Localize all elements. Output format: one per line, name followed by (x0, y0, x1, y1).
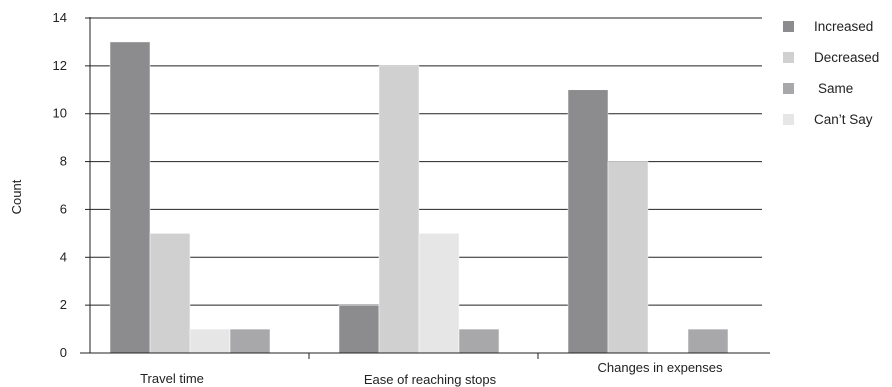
legend-label-2: Same (818, 81, 853, 96)
bar-1-3 (458, 328, 500, 354)
bar-2-3 (687, 328, 729, 354)
legend-swatch-2 (783, 83, 794, 94)
y-axis-label: Count (9, 179, 24, 214)
y-tick-labels: 0 2 4 6 8 10 12 14 (53, 10, 67, 360)
bar-1-2 (418, 233, 460, 354)
y-tick-label-12: 12 (53, 58, 67, 73)
y-tick-label-8: 8 (60, 154, 67, 169)
bar-1-1 (378, 65, 420, 354)
axes (80, 17, 770, 359)
y-tick-label-2: 2 (60, 297, 67, 312)
x-category-label-1: Ease of reaching stops (364, 372, 497, 387)
y-tick-label-6: 6 (60, 201, 67, 216)
legend-label-1: Decreased (814, 50, 879, 65)
bar-1-0 (338, 304, 380, 354)
bar-0-0 (109, 41, 151, 354)
bar-0-1 (149, 233, 191, 354)
x-category-label-0: Travel time (140, 371, 204, 386)
legend-swatch-0 (783, 21, 794, 32)
y-tick-label-10: 10 (53, 106, 67, 121)
y-tick-label-4: 4 (60, 249, 67, 264)
y-tick-label-14: 14 (53, 10, 67, 25)
legend-swatch-3 (783, 114, 794, 125)
bar-0-2 (189, 328, 231, 354)
x-category-labels: Travel time Ease of reaching stops Changes… (140, 360, 723, 387)
legend: Increased Decreased Same Can’t Say (783, 19, 879, 127)
legend-label-0: Increased (814, 19, 873, 34)
bar-2-1 (607, 161, 649, 354)
x-category-label-2: Changes in expenses (597, 360, 723, 375)
legend-label-3: Can’t Say (814, 112, 873, 127)
bar-0-3 (229, 328, 271, 354)
gridlines (90, 17, 762, 306)
bar-2-0 (567, 89, 609, 354)
legend-swatch-1 (783, 52, 794, 63)
bars (109, 41, 729, 354)
y-tick-label-0: 0 (60, 345, 67, 360)
